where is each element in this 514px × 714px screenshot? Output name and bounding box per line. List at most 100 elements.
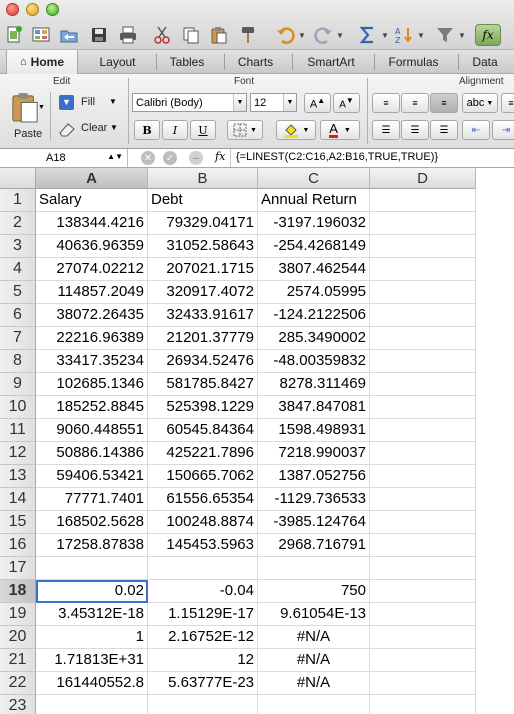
cell-b5[interactable]: 320917.4072 — [148, 281, 258, 304]
cell-a15[interactable]: 168502.5628 — [36, 511, 148, 534]
cell-b23[interactable] — [148, 695, 258, 714]
cell-a21[interactable]: 1.71813E+31 — [36, 649, 148, 672]
cell-c12[interactable]: 7218.990037 — [258, 442, 370, 465]
column-header-b[interactable]: B — [148, 168, 258, 189]
cell-a22[interactable]: 161440552.8 — [36, 672, 148, 695]
cell-b9[interactable]: 581785.8427 — [148, 373, 258, 396]
cancel-formula-icon[interactable]: ✕ — [141, 151, 155, 165]
align-top-button[interactable]: ≡ — [372, 93, 400, 113]
cell-a11[interactable]: 9060.448551 — [36, 419, 148, 442]
row-header-23[interactable]: 23 — [0, 695, 36, 714]
cell-b10[interactable]: 525398.1229 — [148, 396, 258, 419]
cell-c6[interactable]: -124.2122506 — [258, 304, 370, 327]
row-header-15[interactable]: 15 — [0, 511, 36, 534]
row-header-8[interactable]: 8 — [0, 350, 36, 373]
cell-d14[interactable] — [370, 488, 476, 511]
cell-c9[interactable]: 8278.311469 — [258, 373, 370, 396]
cell-a8[interactable]: 33417.35234 — [36, 350, 148, 373]
cell-c13[interactable]: 1387.052756 — [258, 465, 370, 488]
italic-button[interactable]: I — [162, 120, 188, 140]
font-size-combo[interactable]: 12 ▼ — [250, 93, 297, 112]
row-header-6[interactable]: 6 — [0, 304, 36, 327]
new-icon[interactable] — [3, 24, 25, 46]
cell-b14[interactable]: 61556.65354 — [148, 488, 258, 511]
cell-d21[interactable] — [370, 649, 476, 672]
cell-c19[interactable]: 9.61054E-13 — [258, 603, 370, 626]
cell-a5[interactable]: 114857.2049 — [36, 281, 148, 304]
increase-indent-button[interactable]: ⇥ — [492, 120, 514, 140]
row-header-12[interactable]: 12 — [0, 442, 36, 465]
cell-a9[interactable]: 102685.1346 — [36, 373, 148, 396]
orientation-button[interactable]: ≡ — [501, 93, 514, 113]
cell-a16[interactable]: 17258.87838 — [36, 534, 148, 557]
cell-d16[interactable] — [370, 534, 476, 557]
column-header-c[interactable]: C — [258, 168, 370, 189]
row-header-4[interactable]: 4 — [0, 258, 36, 281]
cell-c4[interactable]: 3807.462544 — [258, 258, 370, 281]
clear-button[interactable]: Clear ▼ — [58, 120, 124, 138]
wrap-text-button[interactable]: abc ▼ — [462, 93, 498, 113]
cell-d20[interactable] — [370, 626, 476, 649]
cell-a4[interactable]: 27074.02212 — [36, 258, 148, 281]
cell-a19[interactable]: 3.45312E-18 — [36, 603, 148, 626]
cell-c14[interactable]: -1129.736533 — [258, 488, 370, 511]
cell-d15[interactable] — [370, 511, 476, 534]
close-window-button[interactable] — [6, 3, 19, 16]
row-header-19[interactable]: 19 — [0, 603, 36, 626]
row-header-16[interactable]: 16 — [0, 534, 36, 557]
cell-c1[interactable]: Annual Return — [258, 189, 370, 212]
bold-button[interactable]: B — [134, 120, 160, 140]
cell-b20[interactable]: 2.16752E-12 — [148, 626, 258, 649]
cell-d1[interactable] — [370, 189, 476, 212]
cell-d12[interactable] — [370, 442, 476, 465]
tab-data[interactable]: Data — [459, 50, 511, 74]
print-icon[interactable] — [117, 24, 139, 46]
fill-button[interactable]: ▼ Fill ▼ — [58, 94, 124, 112]
cell-b2[interactable]: 79329.04171 — [148, 212, 258, 235]
format-painter-icon[interactable] — [237, 24, 259, 46]
font-name-combo[interactable]: Calibri (Body) ▼ — [132, 93, 247, 112]
row-header-3[interactable]: 3 — [0, 235, 36, 258]
minimize-window-button[interactable] — [26, 3, 39, 16]
cell-c3[interactable]: -254.4268149 — [258, 235, 370, 258]
cell-d9[interactable] — [370, 373, 476, 396]
row-header-9[interactable]: 9 — [0, 373, 36, 396]
cell-b3[interactable]: 31052.58643 — [148, 235, 258, 258]
undo-icon[interactable] — [275, 24, 297, 46]
cell-d11[interactable] — [370, 419, 476, 442]
cut-icon[interactable] — [151, 24, 173, 46]
cell-a20[interactable]: 1 — [36, 626, 148, 649]
row-header-2[interactable]: 2 — [0, 212, 36, 235]
align-right-button[interactable]: ☰ — [430, 120, 458, 140]
cell-b13[interactable]: 150665.7062 — [148, 465, 258, 488]
cell-c2[interactable]: -3197.196032 — [258, 212, 370, 235]
cell-c21[interactable]: #N/A — [258, 649, 370, 672]
cell-b22[interactable]: 5.63777E-23 — [148, 672, 258, 695]
row-header-1[interactable]: 1 — [0, 189, 36, 212]
cell-b15[interactable]: 100248.8874 — [148, 511, 258, 534]
cell-d7[interactable] — [370, 327, 476, 350]
select-all-corner[interactable] — [0, 168, 36, 189]
row-header-13[interactable]: 13 — [0, 465, 36, 488]
tab-home[interactable]: ⌂ Home — [6, 50, 78, 74]
decrease-font-size-button[interactable]: A▼ — [333, 93, 360, 113]
copy-icon[interactable] — [180, 24, 202, 46]
row-header-22[interactable]: 22 — [0, 672, 36, 695]
underline-button[interactable]: U — [190, 120, 216, 140]
borders-button[interactable]: ▼ — [227, 120, 263, 140]
cell-b6[interactable]: 32433.91617 — [148, 304, 258, 327]
paste-button[interactable]: ▼ Paste — [7, 90, 47, 145]
cell-c10[interactable]: 3847.847081 — [258, 396, 370, 419]
tab-layout[interactable]: Layout — [80, 50, 155, 74]
cell-b12[interactable]: 425221.7896 — [148, 442, 258, 465]
cell-d2[interactable] — [370, 212, 476, 235]
cell-c17[interactable] — [258, 557, 370, 580]
insert-function-icon[interactable]: fx — [215, 150, 226, 163]
tab-smartart[interactable]: SmartArt — [293, 50, 369, 74]
name-box[interactable]: A18 ▲▼ — [0, 149, 128, 167]
cell-c23[interactable] — [258, 695, 370, 714]
row-header-18[interactable]: 18 — [0, 580, 36, 603]
cell-a1[interactable]: Salary — [36, 189, 148, 212]
cell-d10[interactable] — [370, 396, 476, 419]
